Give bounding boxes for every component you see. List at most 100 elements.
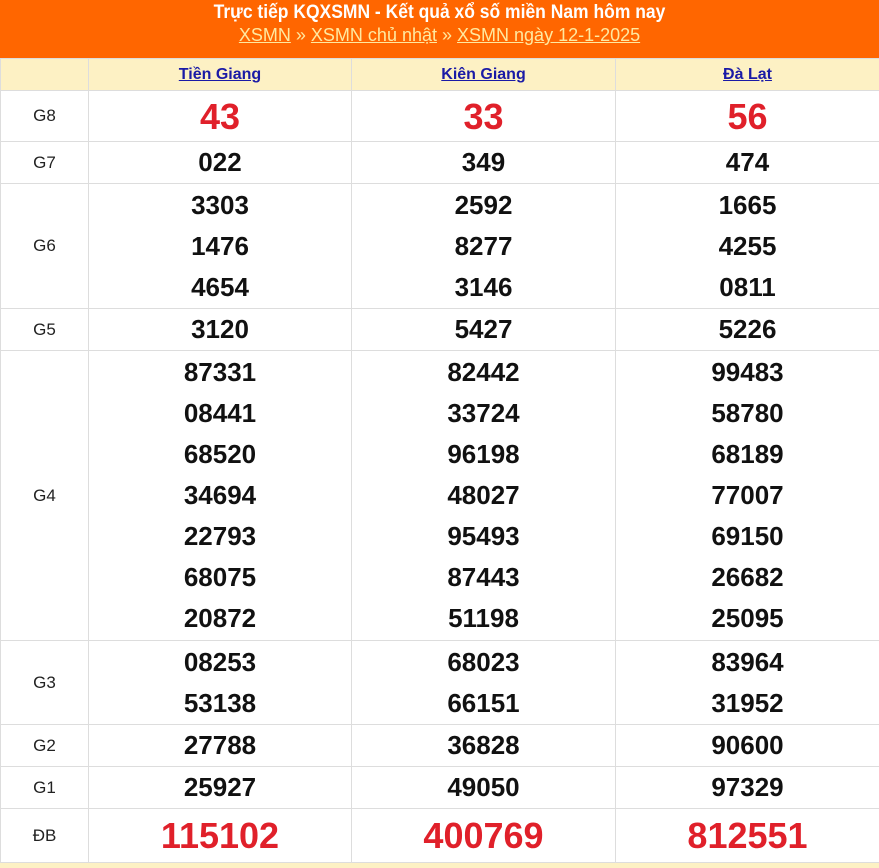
prize-label: G4 <box>1 351 89 641</box>
prize-label: G3 <box>1 641 89 725</box>
prize-number: 31952 <box>616 683 879 724</box>
prize-number: 5226 <box>616 309 879 350</box>
page-header: Trực tiếp KQXSMN - Kết quả xổ số miền Na… <box>0 0 879 58</box>
province-link-kien-giang[interactable]: Kiên Giang <box>441 66 525 83</box>
prize-cell: 115102 <box>89 809 352 863</box>
prize-label: ĐB <box>1 809 89 863</box>
breadcrumb-xsmn-date[interactable]: XSMN ngày 12-1-2025 <box>457 25 640 45</box>
prize-number: 33 <box>352 96 615 137</box>
prize-number: 99483 <box>616 352 879 393</box>
prize-number: 56 <box>616 96 879 137</box>
prize-number: 68023 <box>352 642 615 683</box>
prize-label: G7 <box>1 142 89 184</box>
prize-cell: 022 <box>89 142 352 184</box>
prize-number: 400769 <box>352 815 615 856</box>
prize-cell: 812551 <box>616 809 879 863</box>
prize-number: 022 <box>89 142 351 183</box>
breadcrumb-xsmn-sunday[interactable]: XSMN chủ nhật <box>311 25 437 45</box>
prize-label: G6 <box>1 184 89 309</box>
prize-number: 48027 <box>352 475 615 516</box>
prize-number: 3120 <box>89 309 351 350</box>
province-header: Tiền Giang <box>89 59 352 91</box>
prize-number: 87443 <box>352 557 615 598</box>
breadcrumb-xsmn[interactable]: XSMN <box>239 25 291 45</box>
prize-number: 3146 <box>352 267 615 308</box>
prize-cell: 25927 <box>89 767 352 809</box>
prize-number: 68189 <box>616 434 879 475</box>
prize-cell: 349 <box>352 142 616 184</box>
prize-number: 5427 <box>352 309 615 350</box>
prize-number: 34694 <box>89 475 351 516</box>
prize-number: 33724 <box>352 393 615 434</box>
page-title: Trực tiếp KQXSMN - Kết quả xổ số miền Na… <box>35 2 844 24</box>
prize-number: 474 <box>616 142 879 183</box>
prize-number: 0811 <box>616 267 879 308</box>
prize-number: 90600 <box>616 725 879 766</box>
prize-label: G5 <box>1 309 89 351</box>
prize-number: 4654 <box>89 267 351 308</box>
prize-number: 25095 <box>616 598 879 639</box>
prize-number: 96198 <box>352 434 615 475</box>
prize-number: 3303 <box>89 185 351 226</box>
prize-number: 25927 <box>89 767 351 808</box>
prize-number: 43 <box>89 96 351 137</box>
province-link-tien-giang[interactable]: Tiền Giang <box>179 66 261 83</box>
province-link-da-lat[interactable]: Đà Lạt <box>723 66 772 83</box>
prize-label: G8 <box>1 91 89 142</box>
prize-number: 68075 <box>89 557 351 598</box>
prize-number: 69150 <box>616 516 879 557</box>
prize-number: 08253 <box>89 642 351 683</box>
prize-number: 349 <box>352 142 615 183</box>
prize-number: 66151 <box>352 683 615 724</box>
prize-number: 95493 <box>352 516 615 557</box>
prize-label: G1 <box>1 767 89 809</box>
prize-number: 115102 <box>89 815 351 856</box>
prize-number: 51198 <box>352 598 615 639</box>
prize-number: 77007 <box>616 475 879 516</box>
prize-number: 26682 <box>616 557 879 598</box>
prize-cell: 43 <box>89 91 352 142</box>
prize-number: 2592 <box>352 185 615 226</box>
prize-cell: 90600 <box>616 725 879 767</box>
prize-number: 4255 <box>616 226 879 267</box>
prize-number: 97329 <box>616 767 879 808</box>
prize-cell: 474 <box>616 142 879 184</box>
prize-number: 49050 <box>352 767 615 808</box>
prize-cell: 56 <box>616 91 879 142</box>
province-header: Đà Lạt <box>616 59 879 91</box>
breadcrumb-separator: » <box>296 25 306 45</box>
prize-number: 1476 <box>89 226 351 267</box>
prize-number: 68520 <box>89 434 351 475</box>
prize-cell: 97329 <box>616 767 879 809</box>
prize-number: 36828 <box>352 725 615 766</box>
prize-number: 1665 <box>616 185 879 226</box>
prize-number: 82442 <box>352 352 615 393</box>
empty-header-cell <box>1 59 89 91</box>
prize-number: 22793 <box>89 516 351 557</box>
breadcrumb: XSMN » XSMN chủ nhật » XSMN ngày 12-1-20… <box>0 24 879 46</box>
prize-cell: 400769 <box>352 809 616 863</box>
prize-number: 20872 <box>89 598 351 639</box>
breadcrumb-separator: » <box>442 25 452 45</box>
prize-number: 53138 <box>89 683 351 724</box>
prize-number: 58780 <box>616 393 879 434</box>
prize-label: G2 <box>1 725 89 767</box>
prize-number: 08441 <box>89 393 351 434</box>
prize-number: 812551 <box>616 815 879 856</box>
